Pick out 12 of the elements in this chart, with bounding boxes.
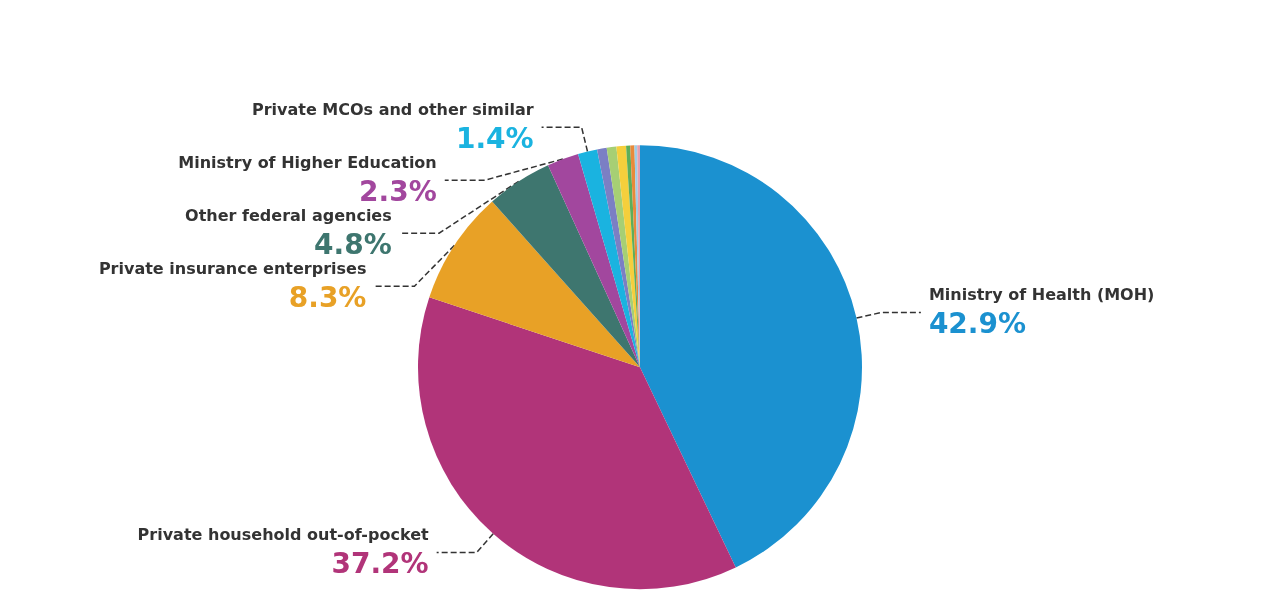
slice-label: Private insurance enterprises [98, 258, 367, 278]
data-label: 8.3% [288, 280, 367, 314]
data-label: 1.4% [455, 121, 534, 155]
data-label: 2.3% [359, 174, 437, 208]
slice-label: Ministry of Health (MOH) [928, 285, 1155, 305]
slice-label: Other federal agencies [185, 205, 392, 225]
data-label: 42.9% [928, 307, 1027, 341]
slice-label: Private MCOs and other similar [251, 99, 534, 119]
slice-label: Ministry of Higher Education [178, 152, 437, 172]
slice-label: Private household out-of-pocket [137, 524, 430, 544]
data-label: 4.8% [314, 227, 392, 261]
data-label: 37.2% [331, 546, 429, 580]
